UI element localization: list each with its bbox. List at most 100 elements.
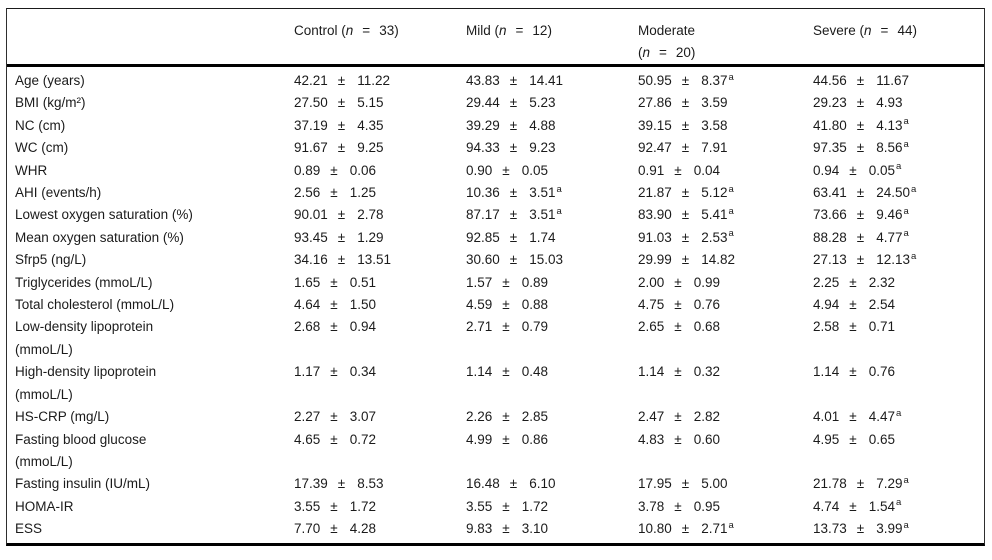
value-cell-mild: 2.71 ±0.79 (466, 316, 638, 338)
plus-minus-sign: ± (674, 409, 682, 425)
sd-value: 0.86 (521, 431, 548, 447)
mean-value: 44.56 (813, 73, 847, 88)
row-label: Age (years) (7, 70, 294, 92)
value-cell-moderate: 29.99 ±14.82 (638, 249, 813, 271)
value-cell-mild: 30.60 ±15.03 (466, 249, 638, 271)
value-cell-moderate: 2.47 ±2.82 (638, 406, 813, 428)
value-cell-severe: 4.94 ±2.54 (813, 294, 984, 316)
plus-minus-sign: ± (337, 252, 346, 268)
mean-value: 21.78 (813, 476, 847, 492)
mean-value: 73.66 (813, 207, 847, 223)
row-label: Low-density lipoprotein (mmoL/L) (7, 316, 294, 361)
value-cell-moderate: 2.00 ±0.99 (638, 272, 813, 294)
mean-value: 3.78 (638, 498, 665, 514)
table-row: HOMA-IR 3.55 ±1.72 3.55 ±1.72 3.78 ±0.95 4.74 ±1… (7, 496, 984, 518)
row-label: WHR (7, 160, 294, 182)
mean-value: 41.80 (813, 117, 847, 133)
row-label-line: Age (years) (15, 73, 85, 88)
value-cell-severe: 44.56 ±11.67 (813, 70, 984, 92)
sd-value: 0.99 (693, 274, 720, 290)
table-row: Fasting blood glucose (mmoL/L) 4.65 ±0.72 4.… (7, 429, 984, 474)
row-label-line: HS-CRP (mg/L) (15, 409, 110, 425)
sd-value: 0.05 (868, 162, 895, 178)
plus-minus-sign: ± (681, 140, 690, 156)
mean-value: 39.15 (638, 117, 672, 133)
value-cell-control: 4.65 ±0.72 (294, 429, 466, 451)
plus-minus-sign: ± (502, 364, 510, 380)
sd-value: 0.76 (693, 297, 720, 313)
mean-value: 7.70 (294, 521, 321, 537)
plus-minus-sign: ± (502, 297, 510, 313)
sd-value: 8.37 (701, 73, 728, 88)
sd-value: 2.82 (693, 409, 720, 425)
mean-value: 29.23 (813, 95, 847, 111)
plus-minus-sign: ± (509, 252, 518, 268)
significance-marker: a (903, 205, 909, 217)
table-row: Low-density lipoprotein (mmoL/L) 2.68 ±0.94… (7, 316, 984, 361)
mean-value: 13.73 (813, 521, 847, 537)
mean-value: 4.59 (466, 297, 493, 313)
plus-minus-sign: ± (681, 207, 690, 223)
plus-minus-sign: ± (856, 252, 865, 268)
n-count: 33) (379, 23, 399, 38)
plus-minus-sign: ± (674, 162, 682, 178)
sd-value: 4.35 (357, 117, 384, 133)
equals-sign: = (362, 23, 371, 38)
sd-value: 5.41 (701, 207, 728, 223)
mean-value: 39.29 (466, 117, 500, 133)
significance-marker: a (895, 161, 902, 173)
significance-marker: a (903, 138, 909, 150)
plus-minus-sign: ± (681, 73, 690, 88)
equals-sign: = (515, 23, 524, 38)
mean-value: 92.85 (466, 229, 500, 245)
sd-value: 0.05 (521, 162, 548, 178)
sd-value: 0.51 (349, 274, 376, 290)
sd-value: 3.51 (529, 207, 556, 223)
sd-value: 1.29 (357, 229, 384, 245)
plus-minus-sign: ± (502, 162, 510, 178)
plus-minus-sign: ± (330, 297, 338, 313)
value-cell-mild: 9.83 ±3.10 (466, 518, 638, 540)
value-cell-moderate: 3.78 ±0.95 (638, 496, 813, 518)
value-cell-moderate: 21.87 ±5.12a (638, 182, 813, 204)
value-cell-control: 37.19 ±4.35 (294, 115, 466, 137)
mean-value: 2.25 (813, 274, 840, 290)
row-label-line: (mmoL/L) (15, 453, 73, 469)
sd-value: 4.47 (868, 409, 895, 425)
sd-value: 4.88 (529, 117, 556, 133)
sd-value: 0.72 (349, 431, 376, 447)
sd-value: 1.50 (349, 297, 376, 313)
plus-minus-sign: ± (849, 319, 857, 335)
mean-value: 1.65 (294, 274, 321, 290)
value-cell-mild: 92.85 ±1.74 (466, 227, 638, 249)
row-label: Fasting blood glucose (mmoL/L) (7, 429, 294, 474)
plus-minus-sign: ± (856, 140, 865, 156)
sd-value: 3.99 (876, 521, 903, 537)
value-cell-control: 2.56 ±1.25 (294, 182, 466, 204)
mean-value: 2.27 (294, 409, 321, 425)
sd-value: 24.50 (876, 185, 911, 201)
row-label-line: BMI (kg/m²) (15, 95, 86, 111)
sd-value: 0.60 (693, 431, 720, 447)
sd-value: 4.93 (876, 95, 903, 111)
sd-value: 3.58 (701, 117, 728, 133)
sd-value: 5.15 (357, 95, 384, 111)
sd-value: 1.74 (529, 229, 556, 245)
mean-value: 4.74 (813, 498, 840, 514)
value-cell-mild: 29.44 ±5.23 (466, 92, 638, 114)
mean-value: 10.36 (466, 185, 500, 201)
mean-value: 0.90 (466, 162, 493, 178)
mean-value: 2.65 (638, 319, 665, 335)
mean-value: 21.87 (638, 185, 672, 201)
value-cell-control: 4.64 ±1.50 (294, 294, 466, 316)
table-row: Lowest oxygen saturation (%) 90.01 ±2.78 87… (7, 204, 984, 226)
plus-minus-sign: ± (681, 117, 690, 133)
sd-value: 5.12 (701, 185, 728, 201)
plus-minus-sign: ± (330, 162, 338, 178)
significance-marker: a (728, 183, 734, 195)
plus-minus-sign: ± (337, 207, 346, 223)
value-cell-severe: 41.80 ±4.13a (813, 115, 984, 137)
value-cell-mild: 4.59 ±0.88 (466, 294, 638, 316)
sd-value: 7.91 (701, 140, 728, 156)
